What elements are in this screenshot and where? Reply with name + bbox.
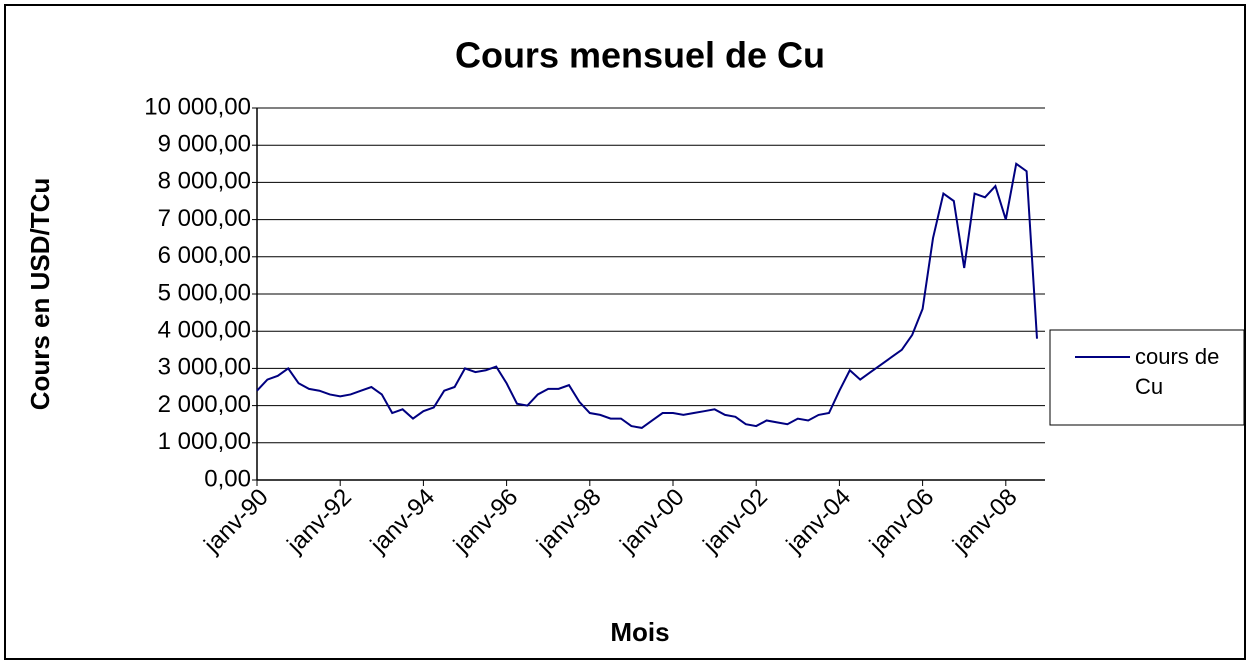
x-axis-title: Mois: [610, 617, 669, 647]
y-tick-label: 7 000,00: [158, 205, 251, 232]
y-tick-label: 8 000,00: [158, 168, 251, 195]
y-tick-label: 4 000,00: [158, 317, 251, 344]
y-tick-label: 0,00: [204, 465, 251, 492]
y-tick-label: 10 000,00: [144, 93, 251, 120]
chart-border: [4, 4, 1246, 660]
legend-label: cours de Cu: [1135, 344, 1220, 399]
y-tick-label: 1 000,00: [158, 428, 251, 455]
y-tick-label: 2 000,00: [158, 391, 251, 418]
data-line: [256, 162, 1038, 429]
y-tick-label: 3 000,00: [158, 354, 251, 381]
y-axis-title: Cours en USD/TCu: [25, 178, 55, 411]
chart-title: Cours mensuel de Cu: [455, 35, 825, 76]
y-tick-label: 5 000,00: [158, 279, 251, 306]
y-tick-label: 6 000,00: [158, 242, 251, 269]
legend-box: [1049, 329, 1245, 426]
y-tick-label: 9 000,00: [158, 131, 251, 158]
